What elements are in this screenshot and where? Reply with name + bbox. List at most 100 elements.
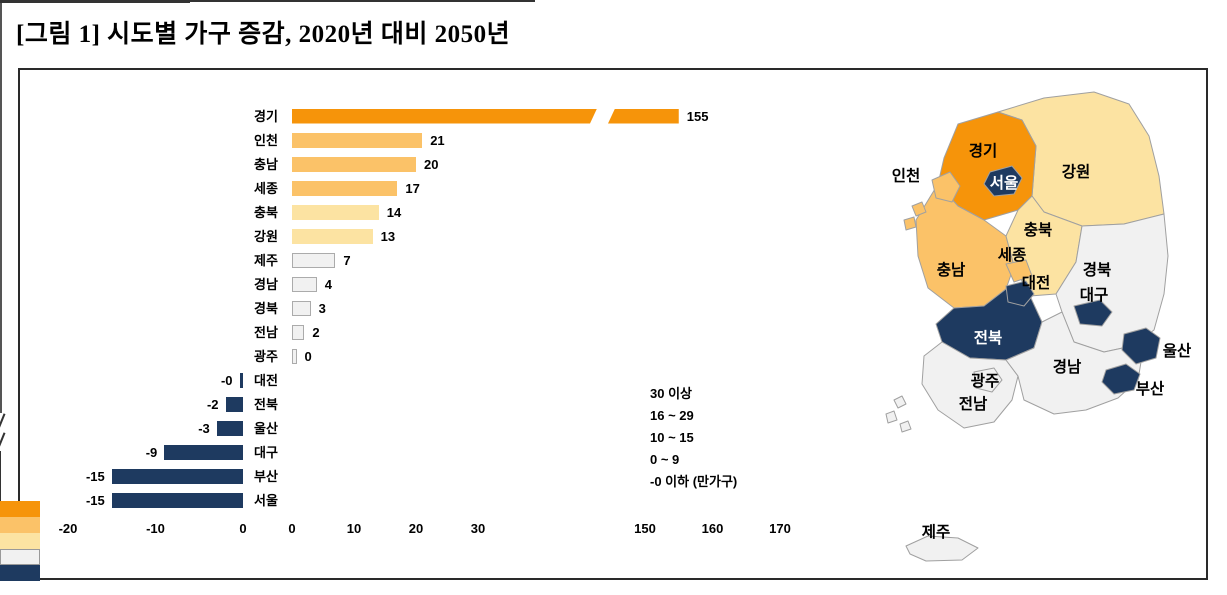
x-tick-label: 10	[346, 521, 362, 536]
bar-category-label: 인천	[254, 132, 278, 148]
map-island	[893, 395, 907, 409]
bar	[292, 276, 317, 292]
map-label-chungnam: 충남	[937, 261, 966, 279]
map-island	[885, 410, 898, 424]
map-region-jeonnam	[921, 341, 1019, 429]
x-tick-mark	[0, 481, 1, 486]
map-region-ulsan	[1121, 327, 1161, 365]
x-tick-label: 0	[288, 521, 296, 536]
map-label-gyeongbuk: 경북	[1083, 261, 1112, 279]
legend-item-label: 10 ~ 15	[650, 430, 694, 445]
bar-value: -3	[198, 420, 210, 436]
bar-value: 21	[430, 132, 445, 148]
x-tick-label: 0	[239, 521, 247, 536]
bar	[216, 420, 243, 436]
x-tick-label: 20	[408, 521, 424, 536]
map-region-gwangju	[973, 367, 1003, 393]
bar	[292, 252, 336, 268]
y-axis-line	[0, 3, 2, 413]
bar	[164, 444, 243, 460]
map-label-jeju: 제주	[922, 523, 951, 541]
bar-value: 155	[686, 108, 709, 124]
x-tick-mark	[0, 466, 1, 471]
bar-category-label: 대구	[254, 444, 278, 460]
map-label-jeonbuk: 전북	[974, 329, 1003, 347]
bar-category-label: 세종	[254, 180, 278, 196]
map-label-gwangju: 광주	[971, 371, 1000, 390]
map-region-daejeon	[1005, 280, 1035, 307]
bar-category-label: 강원	[254, 228, 278, 244]
axis-break-mark	[0, 413, 6, 432]
bar-category-label: 경남	[254, 276, 278, 292]
bar-segment	[292, 109, 597, 124]
map-label-chungbuk: 충북	[1024, 221, 1053, 239]
map-region-incheon	[931, 171, 961, 203]
bar-value: -15	[85, 492, 105, 508]
bar-value: 7	[343, 252, 351, 268]
x-tick-label: -10	[146, 521, 165, 536]
legend-swatch	[0, 565, 40, 581]
bar	[292, 180, 398, 196]
bar	[292, 324, 305, 340]
bar	[292, 156, 416, 172]
x-tick-mark	[0, 451, 1, 456]
map-island	[899, 420, 912, 433]
bar-category-label: 충북	[254, 204, 278, 220]
bar-category-label: 부산	[254, 468, 278, 484]
map-label-gangwon: 강원	[1062, 163, 1091, 181]
bar	[239, 372, 243, 388]
bar-category-label: 경북	[254, 300, 278, 316]
legend-swatch	[0, 533, 40, 549]
x-tick-mark	[0, 471, 1, 476]
legend-item-label: 0 ~ 9	[650, 452, 680, 467]
map-label-sejong: 세종	[998, 246, 1027, 264]
bar	[111, 468, 243, 484]
bar-value: 0	[304, 348, 312, 364]
bar	[292, 132, 423, 148]
x-tick-label: 160	[701, 521, 724, 536]
bar-value: 13	[380, 228, 396, 244]
bar-value: -2	[206, 396, 219, 412]
bar	[292, 228, 373, 244]
map-label-gyeonggi: 경기	[969, 142, 998, 160]
legend-swatch	[0, 549, 40, 565]
bar-value: -0	[220, 372, 233, 388]
map-island	[903, 216, 917, 231]
map-region-sejong	[1005, 259, 1033, 283]
x-tick-mark	[0, 456, 1, 461]
legend-swatch	[0, 517, 40, 533]
map-label-daejeon: 대전	[1022, 274, 1051, 292]
bar-category-label: 전남	[254, 324, 278, 340]
bar	[225, 396, 243, 412]
legend-item-label: 30 이상	[650, 386, 692, 401]
bar-value: 3	[318, 300, 326, 316]
bar-segment	[608, 108, 679, 124]
bar	[292, 348, 297, 364]
bar-category-label: 경기	[254, 108, 278, 124]
bar-category-label: 전북	[254, 396, 278, 412]
x-tick-mark	[0, 491, 1, 496]
x-tick-label: 150	[634, 521, 656, 536]
bar	[111, 492, 243, 508]
map-label-ulsan: 울산	[1163, 342, 1192, 360]
x-tick-label: -20	[58, 521, 78, 536]
legend-item-label: 16 ~ 29	[650, 408, 694, 423]
map-region-busan	[1101, 363, 1141, 395]
bar-value: 14	[386, 204, 402, 220]
map-region-jeju	[905, 535, 979, 562]
bar-value: -15	[85, 468, 105, 484]
bar	[292, 300, 311, 316]
map-label-jeonnam: 전남	[959, 395, 988, 413]
bar-value: 17	[405, 180, 420, 196]
map-region-daegu	[1073, 299, 1113, 327]
bar-category-label: 대전	[254, 372, 278, 388]
map-island	[911, 201, 927, 217]
x-tick-label: 30	[470, 521, 486, 536]
bar-value: 2	[312, 324, 320, 340]
x-tick-mark	[0, 496, 1, 501]
x-tick-mark	[0, 476, 1, 481]
bar-value: 20	[424, 156, 439, 172]
axis-break-mark	[0, 432, 6, 451]
